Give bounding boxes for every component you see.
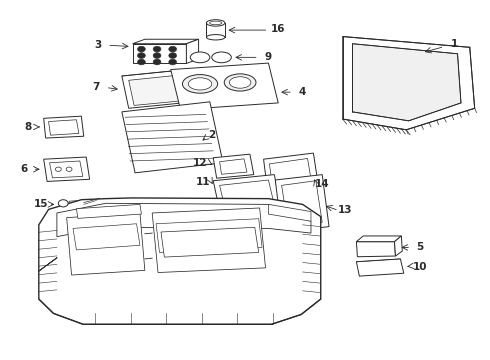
Ellipse shape <box>229 77 251 88</box>
Polygon shape <box>152 208 266 273</box>
Polygon shape <box>356 259 404 276</box>
Polygon shape <box>394 236 402 256</box>
Circle shape <box>169 59 176 65</box>
Polygon shape <box>44 116 84 138</box>
Polygon shape <box>76 204 142 219</box>
Polygon shape <box>270 158 313 193</box>
Ellipse shape <box>171 268 217 287</box>
Circle shape <box>169 46 176 52</box>
Text: 10: 10 <box>413 262 427 272</box>
Polygon shape <box>49 161 83 178</box>
Text: 16: 16 <box>271 24 286 34</box>
Circle shape <box>138 53 146 58</box>
Text: 4: 4 <box>299 87 306 97</box>
Circle shape <box>138 46 146 52</box>
Polygon shape <box>264 153 319 198</box>
Polygon shape <box>220 159 247 174</box>
Ellipse shape <box>206 20 225 26</box>
Text: 5: 5 <box>416 242 423 252</box>
Polygon shape <box>133 39 198 44</box>
Ellipse shape <box>224 74 256 91</box>
Circle shape <box>153 53 161 58</box>
Ellipse shape <box>190 52 210 63</box>
Ellipse shape <box>82 271 129 290</box>
Polygon shape <box>171 63 278 110</box>
Polygon shape <box>213 175 280 211</box>
Polygon shape <box>69 201 84 206</box>
Polygon shape <box>122 102 223 173</box>
Text: 9: 9 <box>265 52 272 62</box>
Circle shape <box>169 53 176 58</box>
Polygon shape <box>352 44 461 121</box>
Polygon shape <box>44 157 90 181</box>
Text: 2: 2 <box>208 130 216 140</box>
Polygon shape <box>122 69 194 108</box>
Text: 6: 6 <box>21 164 28 174</box>
Ellipse shape <box>206 35 225 40</box>
Polygon shape <box>186 39 198 63</box>
Ellipse shape <box>182 75 218 93</box>
Polygon shape <box>282 181 322 226</box>
Text: 1: 1 <box>450 40 458 49</box>
Polygon shape <box>67 213 145 275</box>
Text: 15: 15 <box>33 199 48 210</box>
Polygon shape <box>156 219 262 252</box>
Polygon shape <box>129 75 186 105</box>
Circle shape <box>55 167 61 171</box>
Polygon shape <box>161 227 259 257</box>
Text: 11: 11 <box>196 177 211 187</box>
Ellipse shape <box>210 21 222 25</box>
Circle shape <box>153 46 161 52</box>
Text: 8: 8 <box>24 122 31 132</box>
Polygon shape <box>356 242 395 257</box>
Ellipse shape <box>188 78 212 90</box>
Circle shape <box>66 167 72 171</box>
Polygon shape <box>213 154 254 178</box>
Text: 12: 12 <box>193 158 207 168</box>
Polygon shape <box>73 224 140 250</box>
Polygon shape <box>343 37 475 130</box>
Text: 7: 7 <box>92 82 99 93</box>
Polygon shape <box>39 198 321 324</box>
Polygon shape <box>49 120 79 135</box>
Polygon shape <box>57 203 311 237</box>
Polygon shape <box>269 204 311 221</box>
Circle shape <box>153 59 161 65</box>
Circle shape <box>58 200 68 207</box>
Text: 14: 14 <box>315 179 329 189</box>
Text: 13: 13 <box>338 206 352 216</box>
Polygon shape <box>133 44 186 63</box>
Polygon shape <box>220 180 273 206</box>
Ellipse shape <box>212 52 231 63</box>
Text: 3: 3 <box>94 40 101 50</box>
Circle shape <box>138 59 146 65</box>
Polygon shape <box>275 175 329 232</box>
Polygon shape <box>356 236 401 242</box>
